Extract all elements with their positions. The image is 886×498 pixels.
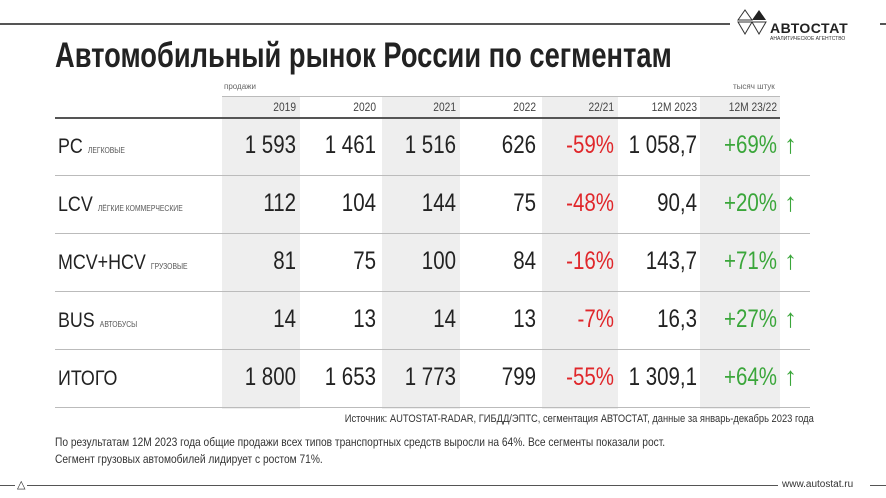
table-cell: +69% xyxy=(723,131,777,159)
arrow-up-icon: ↑ xyxy=(784,187,797,217)
bottom-divider xyxy=(0,485,778,486)
arrow-up-icon: ↑ xyxy=(784,361,797,391)
table-cell: -7% xyxy=(577,305,614,333)
column-header: 2020 xyxy=(353,100,376,114)
table-cell: 84 xyxy=(513,247,536,275)
row-label: ИТОГО xyxy=(58,367,122,391)
column-shade xyxy=(700,97,780,409)
brand-name: АВТОСТАТ xyxy=(770,20,849,36)
header-top-line xyxy=(222,96,780,97)
table-cell: 90,4 xyxy=(657,189,697,217)
segment-name: BUS xyxy=(58,309,95,332)
table-cell: 1 593 xyxy=(244,131,296,159)
row-divider xyxy=(55,291,810,292)
table-cell: 1 309,1 xyxy=(628,363,697,391)
triangle-icon: △ xyxy=(15,478,28,491)
table-cell: 14 xyxy=(273,305,296,333)
summary-line-2: Сегмент грузовых автомобилей лидирует с … xyxy=(55,452,323,466)
row-label: MCV+HCV грузовые xyxy=(58,251,188,275)
column-header: 2022 xyxy=(513,100,536,114)
table-cell: +27% xyxy=(723,305,777,333)
column-header: 12M 2023 xyxy=(651,100,697,114)
top-divider xyxy=(0,23,730,25)
table-cell: 16,3 xyxy=(657,305,697,333)
table-cell: 1 653 xyxy=(324,363,376,391)
segment-description: лёгкие коммерческие xyxy=(97,204,183,213)
summary-line-1: По результатам 12М 2023 года общие прода… xyxy=(55,435,666,449)
column-header: 2021 xyxy=(433,100,456,114)
table-cell: 1 461 xyxy=(324,131,376,159)
autostat-logo-icon xyxy=(737,9,767,35)
table-cell: 13 xyxy=(353,305,376,333)
table-cell: +71% xyxy=(723,247,777,275)
segment-description: автобусы xyxy=(99,320,138,329)
segment-name: MCV+HCV xyxy=(58,251,146,274)
segment-name: PC xyxy=(58,135,83,158)
segment-name: LCV xyxy=(58,193,93,216)
caption-units: тысяч штук xyxy=(733,82,775,91)
table-cell: -59% xyxy=(566,131,614,159)
segment-description: грузовые xyxy=(150,262,188,271)
table-cell: 799 xyxy=(501,363,536,391)
row-divider xyxy=(55,233,810,234)
row-label: LCV лёгкие коммерческие xyxy=(58,193,183,217)
table-cell: 13 xyxy=(513,305,536,333)
header-divider xyxy=(55,117,780,119)
top-divider-end xyxy=(880,23,886,25)
table-cell: 1 058,7 xyxy=(628,131,697,159)
table-cell: 143,7 xyxy=(645,247,697,275)
column-header: 12M 23/22 xyxy=(728,100,777,114)
row-divider xyxy=(55,349,810,350)
table-cell: 75 xyxy=(513,189,536,217)
brand-subtitle: АНАЛИТИЧЕСКОЕ АГЕНТСТВО xyxy=(770,36,846,42)
footer-url[interactable]: www.autostat.ru xyxy=(782,479,854,490)
source-note: Источник: AUTOSTAT-RADAR, ГИБДД/ЭПТС, се… xyxy=(344,413,814,425)
segment-name: ИТОГО xyxy=(58,367,118,390)
table-cell: 1 516 xyxy=(404,131,456,159)
table-cell: -16% xyxy=(566,247,614,275)
table-cell: 626 xyxy=(501,131,536,159)
column-shade xyxy=(222,97,300,409)
arrow-up-icon: ↑ xyxy=(784,245,797,275)
row-label: BUS автобусы xyxy=(58,309,137,333)
table-cell: 75 xyxy=(353,247,376,275)
table-cell: 100 xyxy=(421,247,456,275)
table-cell: 1 773 xyxy=(404,363,456,391)
table-cell: 104 xyxy=(341,189,376,217)
table-cell: 112 xyxy=(263,189,296,217)
column-shade xyxy=(542,97,618,409)
arrow-up-icon: ↑ xyxy=(784,129,797,159)
table-cell: 14 xyxy=(433,305,456,333)
table-cell: +64% xyxy=(723,363,777,391)
table-cell: +20% xyxy=(723,189,777,217)
column-shade xyxy=(382,97,460,409)
bottom-divider-end xyxy=(870,485,886,486)
column-header: 2019 xyxy=(273,100,296,114)
table-cell: 1 800 xyxy=(244,363,296,391)
row-divider xyxy=(55,175,810,176)
row-label: PC легковые xyxy=(58,135,125,159)
page-title: Автомобильный рынок России по сегментам xyxy=(55,36,672,75)
arrow-up-icon: ↑ xyxy=(784,303,797,333)
row-divider xyxy=(55,407,810,408)
table-cell: 144 xyxy=(421,189,456,217)
segment-description: легковые xyxy=(87,146,125,155)
table-cell: -55% xyxy=(566,363,614,391)
caption-sales: продажи xyxy=(224,82,256,91)
column-header: 22/21 xyxy=(588,100,614,114)
table-cell: 81 xyxy=(273,247,296,275)
table-cell: -48% xyxy=(566,189,614,217)
